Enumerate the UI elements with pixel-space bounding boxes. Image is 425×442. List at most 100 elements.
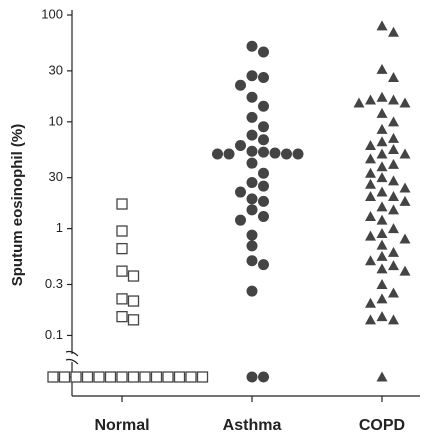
circle-point: [246, 193, 258, 205]
triangle-point: [376, 201, 388, 212]
triangle-point: [388, 71, 399, 82]
circle-point: [246, 129, 258, 141]
circle-point: [258, 100, 269, 112]
square-point: [185, 371, 197, 383]
square-point: [162, 371, 174, 383]
triangle-point: [388, 204, 399, 215]
y-tick-label: 0.1: [45, 327, 63, 342]
triangle-point: [399, 265, 411, 276]
triangle-point: [376, 228, 388, 239]
circle-point: [258, 371, 269, 383]
square-point: [173, 371, 186, 383]
square-point: [116, 310, 128, 323]
circle-point: [246, 177, 258, 189]
square-point: [47, 371, 59, 383]
circle-point: [246, 111, 258, 123]
triangle-point: [376, 123, 388, 134]
circle-point: [269, 147, 281, 159]
circle-point: [258, 71, 269, 83]
triangle-point: [365, 190, 376, 201]
triangle-point: [376, 371, 388, 382]
circle-point: [281, 148, 292, 160]
circle-point: [223, 148, 235, 160]
x-tick-label: Normal: [94, 417, 149, 434]
circle-point: [246, 240, 258, 252]
circle-point: [246, 229, 258, 241]
square-point: [116, 293, 128, 305]
triangle-point: [376, 239, 388, 250]
triangle-point: [365, 255, 376, 266]
triangle-point: [376, 311, 388, 322]
triangle-point: [376, 293, 388, 304]
triangle-point: [365, 178, 376, 189]
circle-point: [246, 255, 258, 267]
triangle-point: [388, 175, 399, 186]
square-point: [196, 371, 209, 383]
triangle-point: [376, 161, 388, 172]
y-axis-label: Sputum eosinophil (%): [9, 124, 26, 287]
circle-point: [235, 214, 246, 226]
circle-point: [258, 134, 269, 146]
triangle-point: [376, 107, 388, 118]
triangle-point: [376, 136, 388, 147]
circle-point: [235, 186, 246, 198]
circle-point: [246, 204, 258, 216]
circle-point: [258, 46, 269, 58]
circle-point: [292, 148, 304, 160]
triangle-point: [388, 287, 399, 298]
triangle-point: [353, 97, 365, 108]
square-point: [150, 371, 163, 383]
square-point: [116, 371, 128, 383]
triangle-point: [376, 20, 388, 31]
triangle-point: [388, 314, 399, 325]
triangle-point: [376, 250, 388, 261]
square-point: [81, 371, 94, 383]
triangle-point: [365, 297, 376, 308]
square-point: [116, 225, 128, 237]
triangle-point: [365, 314, 376, 325]
circle-point: [246, 70, 258, 82]
square-point: [116, 198, 128, 210]
circle-point: [246, 285, 258, 297]
y-tick-label: 1: [56, 220, 63, 235]
triangle-point: [388, 260, 399, 271]
circle-point: [258, 146, 269, 158]
triangle-point: [388, 223, 399, 234]
triangle-point: [376, 263, 388, 274]
circle-point: [258, 121, 269, 133]
circle-point: [258, 195, 269, 207]
square-point: [127, 270, 140, 282]
circle-point: [258, 259, 269, 271]
triangle-point: [365, 94, 376, 105]
square-point: [127, 314, 140, 326]
x-tick-label: COPD: [359, 417, 405, 434]
square-point: [116, 265, 128, 277]
triangle-point: [365, 153, 376, 164]
y-tick-label: 30: [49, 62, 63, 77]
triangle-point: [365, 140, 376, 151]
square-point: [104, 371, 117, 383]
square-point: [127, 295, 140, 307]
triangle-point: [388, 116, 399, 127]
circle-point: [246, 40, 258, 52]
circle-point: [246, 371, 258, 383]
circle-point: [235, 140, 246, 152]
y-tick-label: 0.3: [45, 276, 63, 291]
triangle-point: [388, 132, 399, 143]
square-point: [93, 371, 105, 383]
circle-point: [258, 210, 269, 222]
triangle-point: [388, 144, 399, 155]
triangle-point: [365, 210, 376, 221]
triangle-point: [376, 172, 388, 183]
triangle-point: [388, 26, 399, 37]
circle-point: [235, 79, 246, 91]
triangle-point: [376, 278, 388, 289]
triangle-point: [376, 214, 388, 225]
triangle-point: [388, 190, 399, 201]
triangle-point: [388, 94, 399, 105]
triangle-point: [399, 233, 411, 244]
square-point: [139, 371, 151, 383]
triangle-point: [399, 195, 411, 206]
circle-point: [258, 167, 269, 179]
